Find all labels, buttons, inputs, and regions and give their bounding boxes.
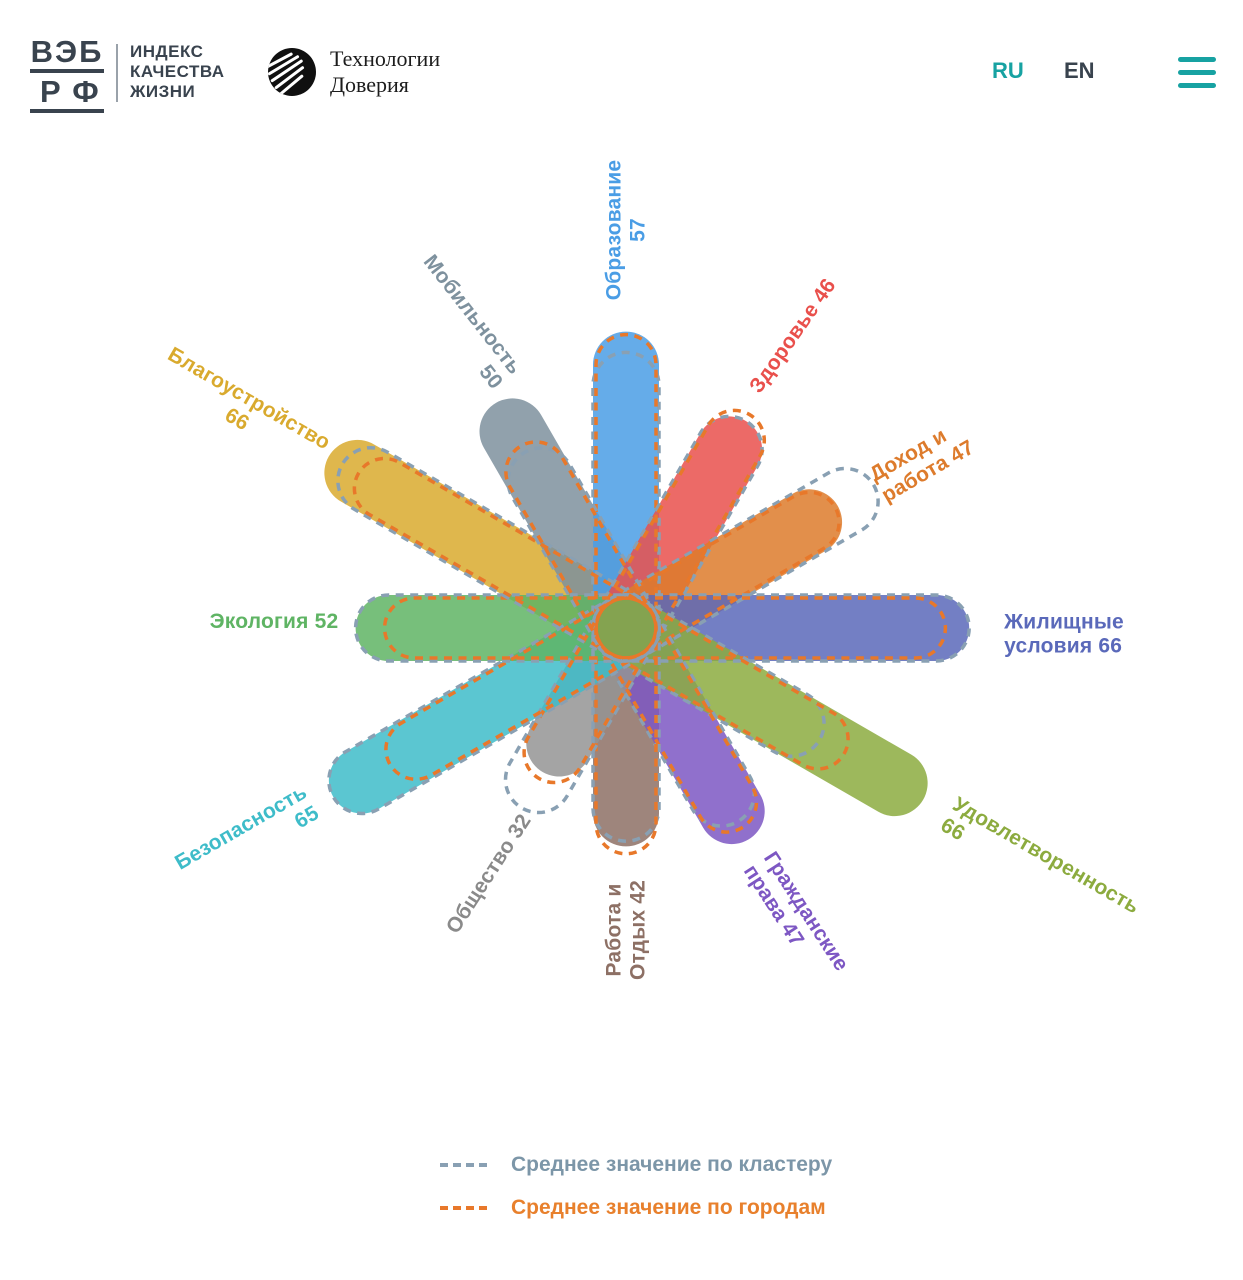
category-label-obrazovanie: Образование 57 — [602, 160, 649, 301]
tagline-line: ЖИЗНИ — [130, 82, 196, 101]
category-label-line: Образование — [602, 159, 626, 301]
tedo-logo-icon — [268, 48, 316, 96]
tedo-line2: Доверия — [330, 72, 409, 97]
tedo-logo[interactable]: Технологии Доверия — [268, 46, 440, 98]
logo-divider — [116, 44, 118, 102]
cluster-avg-outline-blagoustroystvo — [336, 445, 661, 663]
legend-label-cluster: Среднее значение по кластеру — [511, 1153, 833, 1176]
legend-row-cities: Среднее значение по городам — [440, 1196, 832, 1220]
cluster-dash-sample — [440, 1163, 487, 1167]
cluster-avg-outline-mobilnost — [506, 446, 661, 663]
veb-logo-line2: РФ — [30, 76, 104, 113]
hamburger-menu-icon[interactable] — [1178, 57, 1216, 88]
category-label-line: Жилищные — [1004, 610, 1124, 634]
category-label-line: условия 66 — [1004, 634, 1123, 657]
legend-label-cities: Среднее значение по городам — [511, 1196, 826, 1219]
tedo-line1: Технологии — [330, 46, 441, 71]
cluster-avg-outline-rabota — [591, 593, 661, 843]
category-label-line: 57 — [626, 218, 649, 242]
city-avg-outline-ekologiya — [382, 596, 658, 660]
chart-legend: Среднее значение по кластеру Среднее зна… — [440, 1153, 832, 1239]
city-avg-outline-zdorove — [594, 408, 767, 660]
lang-switch-ru[interactable]: RU — [992, 58, 1024, 83]
category-label-line: Отдых 42 — [626, 879, 649, 981]
legend-row-cluster: Среднее значение по кластеру — [440, 1153, 832, 1177]
cities-dash-sample — [440, 1206, 487, 1210]
city-avg-outline-zhilishchnye — [594, 596, 948, 660]
veb-logo-line1: ВЭБ — [30, 36, 104, 73]
veb-rf-logo[interactable]: ВЭБ РФ — [30, 36, 104, 113]
tagline-line: КАЧЕСТВА — [130, 62, 225, 81]
category-label-zhilishchnye: Жилищные условия 66 — [1004, 610, 1124, 657]
category-label-line: Экология 52 — [209, 610, 339, 634]
cluster-avg-outline-dokhod — [591, 466, 880, 663]
lang-switch-en[interactable]: EN — [1064, 58, 1095, 83]
tedo-logo-text: Технологии Доверия — [330, 46, 440, 98]
index-tagline: ИНДЕКС КАЧЕСТВА ЖИЗНИ — [130, 42, 225, 102]
cluster-avg-outline-bezopasnost — [327, 593, 661, 816]
category-label-ekologiya: Экология 52 — [210, 610, 339, 634]
category-label-line: Работа и — [602, 883, 626, 977]
city-avg-outline-obshchestvo — [522, 596, 658, 785]
tagline-line: ИНДЕКС — [130, 42, 204, 61]
category-label-rabota: Работа и Отдых 42 — [602, 880, 649, 980]
cluster-avg-outline-obshchestvo — [503, 593, 661, 815]
city-avg-outline-dokhod — [594, 490, 841, 660]
city-avg-outline-mobilnost — [504, 440, 658, 660]
